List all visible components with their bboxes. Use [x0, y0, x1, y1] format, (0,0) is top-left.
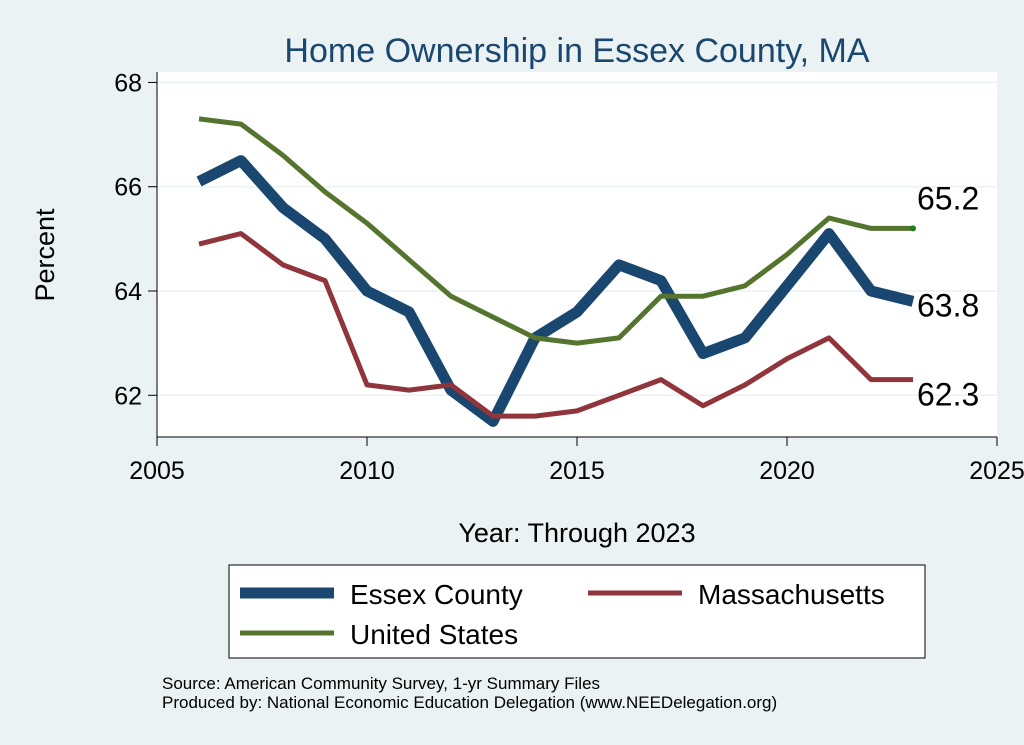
legend-box — [228, 564, 926, 659]
series-end-marker-united-states — [910, 225, 916, 232]
legend-label-essex: Essex County — [350, 579, 523, 610]
y-tick-label: 68 — [114, 69, 142, 97]
source-note: Source: American Community Survey, 1-yr … — [162, 674, 600, 693]
y-tick-label: 64 — [114, 278, 142, 306]
series-lines — [196, 116, 916, 427]
x-axis-title: Year: Through 2023 — [458, 518, 695, 548]
series-line-essex — [196, 155, 915, 427]
x-tick-label: 2010 — [339, 457, 395, 485]
end-labels: 63.8 62.3 65.2 — [917, 180, 979, 412]
gridlines — [157, 81, 997, 397]
y-axis-title: Percent — [30, 208, 60, 302]
axes: 62 64 66 68 2005 2010 2015 2020 2025 — [114, 69, 1024, 485]
chart-title: Home Ownership in Essex County, MA — [284, 32, 869, 70]
end-label-massachusetts: 62.3 — [917, 377, 979, 413]
legend: Essex County Massachusetts United States — [228, 564, 926, 659]
x-tick-label: 2005 — [129, 457, 185, 485]
legend-label-united-states: United States — [350, 619, 518, 650]
x-tick-label: 2025 — [969, 457, 1024, 485]
x-tick-label: 2015 — [549, 457, 605, 485]
y-tick-label: 62 — [114, 382, 142, 410]
producer-note: Produced by: National Economic Education… — [162, 693, 777, 712]
legend-label-massachusetts: Massachusetts — [698, 579, 885, 610]
series-line-united-states — [198, 116, 913, 346]
end-label-essex: 63.8 — [917, 287, 979, 323]
end-label-united-states: 65.2 — [917, 180, 979, 216]
y-tick-label: 66 — [114, 174, 142, 202]
series-line-massachusetts — [198, 231, 913, 419]
x-tick-label: 2020 — [759, 457, 815, 485]
plot-area — [157, 72, 997, 437]
